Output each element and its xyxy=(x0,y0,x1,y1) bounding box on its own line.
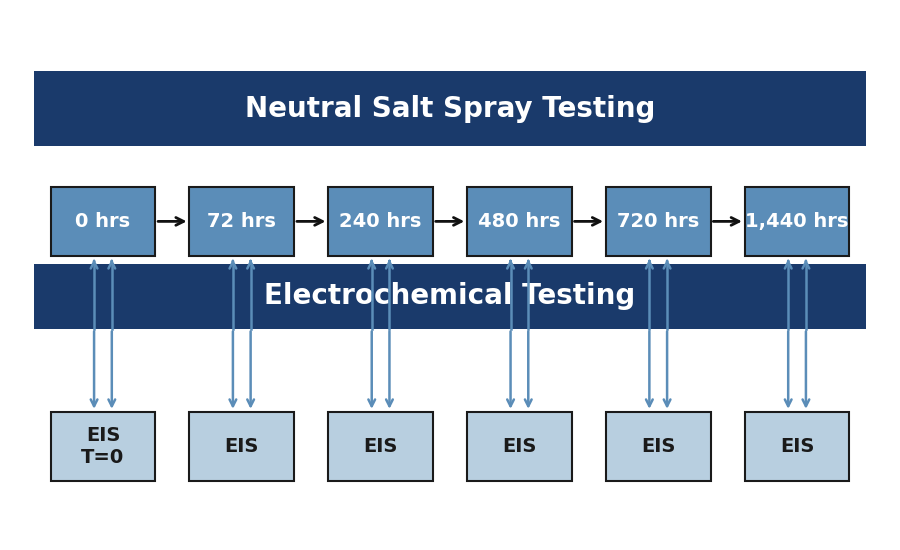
Text: 720 hrs: 720 hrs xyxy=(617,212,699,231)
Text: 1,440 hrs: 1,440 hrs xyxy=(745,212,849,231)
FancyBboxPatch shape xyxy=(50,186,155,256)
FancyBboxPatch shape xyxy=(190,412,294,481)
FancyBboxPatch shape xyxy=(33,72,867,146)
Text: EIS
T=0: EIS T=0 xyxy=(81,426,124,467)
FancyBboxPatch shape xyxy=(50,412,155,481)
FancyBboxPatch shape xyxy=(33,265,867,328)
FancyBboxPatch shape xyxy=(190,186,294,256)
Text: Electrochemical Testing: Electrochemical Testing xyxy=(265,283,635,310)
Text: EIS: EIS xyxy=(364,437,398,456)
Text: EIS: EIS xyxy=(502,437,536,456)
FancyBboxPatch shape xyxy=(467,186,572,256)
FancyBboxPatch shape xyxy=(328,412,433,481)
FancyBboxPatch shape xyxy=(467,412,572,481)
FancyBboxPatch shape xyxy=(606,412,710,481)
Text: EIS: EIS xyxy=(780,437,814,456)
Text: EIS: EIS xyxy=(641,437,675,456)
Text: 0 hrs: 0 hrs xyxy=(76,212,130,231)
FancyBboxPatch shape xyxy=(745,186,850,256)
Text: 72 hrs: 72 hrs xyxy=(207,212,276,231)
FancyBboxPatch shape xyxy=(328,186,433,256)
Text: 240 hrs: 240 hrs xyxy=(339,212,422,231)
Text: Neutral Salt Spray Testing: Neutral Salt Spray Testing xyxy=(245,95,655,123)
Text: EIS: EIS xyxy=(225,437,259,456)
FancyBboxPatch shape xyxy=(606,186,710,256)
FancyBboxPatch shape xyxy=(745,412,850,481)
Text: 480 hrs: 480 hrs xyxy=(478,212,561,231)
